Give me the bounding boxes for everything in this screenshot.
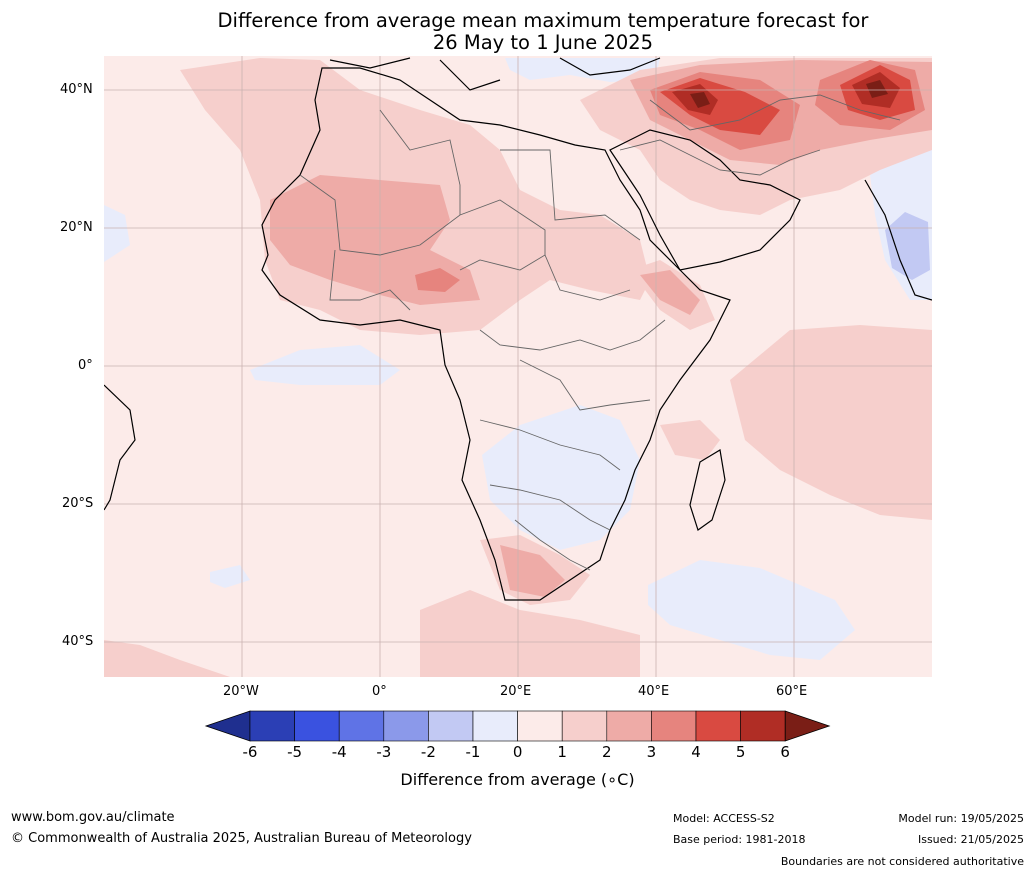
colorbar-title: Difference from average (∘C) <box>0 770 1035 789</box>
warm-region-southern-ocean <box>420 590 640 677</box>
footer-copyright: © Commonwealth of Australia 2025, Austra… <box>11 831 472 846</box>
colorbar-segment <box>695 710 741 742</box>
colorbar-tick-label: 3 <box>646 743 657 761</box>
coastlines <box>104 57 932 601</box>
hot-region-mali <box>415 268 460 292</box>
colorbar-tick-label: 0 <box>512 743 523 761</box>
colorbar-tick-label: -6 <box>242 743 258 761</box>
colorbar-segment <box>428 710 474 742</box>
africa-coastline <box>261 67 731 601</box>
extreme-core-iraq <box>690 92 710 108</box>
lat-label-40n: 40°N <box>60 82 93 97</box>
warm-region-namibia <box>500 545 565 597</box>
cool-region-gulf-guinea <box>250 345 400 385</box>
cool-region-south-indian-ocean <box>648 560 855 660</box>
title-line-1: Difference from average mean maximum tem… <box>217 9 869 32</box>
colorbar-tick-label: -5 <box>287 743 303 761</box>
colorbar-segment <box>338 710 385 742</box>
country-borders <box>299 94 901 571</box>
colorbar-segments <box>204 710 831 742</box>
warm-region-southwest <box>104 640 230 677</box>
colorbar-extend-high <box>784 710 831 742</box>
footer-disclaimer: Boundaries are not considered authoritat… <box>780 855 1024 868</box>
colorbar-tick-label: 1 <box>557 743 567 761</box>
cool-region-southern-africa <box>482 405 640 550</box>
lat-label-20s: 20°S <box>62 496 94 511</box>
india-coastline <box>864 179 932 301</box>
madagascar-coastline <box>689 449 726 531</box>
footer-base-period: Base period: 1981-2018 <box>673 833 806 846</box>
lat-label-0: 0° <box>78 358 93 373</box>
lon-label-60e: 60°E <box>776 684 808 699</box>
colorbar-segment <box>606 710 652 742</box>
colorbar-segment <box>249 710 295 742</box>
colorbar-tick-label: 2 <box>602 743 612 761</box>
warm-region-east-africa-coast <box>660 420 720 460</box>
title-line-2: 26 May to 1 June 2025 <box>432 31 654 54</box>
colorbar-segment <box>740 710 786 742</box>
colorbar-tick-label: -1 <box>465 743 481 761</box>
lon-label-0: 0° <box>372 684 387 699</box>
colorbar-tick-label: -4 <box>331 743 347 761</box>
warm-region-east-indian-ocean <box>730 325 932 520</box>
graticule <box>104 56 932 677</box>
map-field <box>104 56 932 677</box>
colorbar-title-unit: ∘C) <box>607 770 635 789</box>
warm-region-ethiopia <box>640 270 700 315</box>
lat-label-20n: 20°N <box>60 220 93 235</box>
colorbar-segment <box>561 710 608 742</box>
footer-issued: Issued: 21/05/2025 <box>917 833 1024 846</box>
colorbar-tick-label: -3 <box>376 743 392 761</box>
colorbar-tick-label: 6 <box>780 743 790 761</box>
colorbar-tick-label: 5 <box>735 743 746 761</box>
europe-coastline <box>329 57 661 91</box>
colorbar-title-text: Difference from average ( <box>400 770 608 789</box>
cool-region-india-core <box>885 212 930 280</box>
lat-label-40s: 40°S <box>62 634 94 649</box>
cool-region-south-atlantic <box>210 565 250 588</box>
colorbar-segment <box>383 710 429 742</box>
footer-model: Model: ACCESS-S2 <box>673 812 775 825</box>
south-america-coastline <box>104 384 136 511</box>
extreme-core-afghanistan <box>866 80 888 98</box>
colorbar-extend-low <box>204 710 251 742</box>
lon-label-40e: 40°E <box>638 684 670 699</box>
map-title: Difference from average mean maximum tem… <box>100 10 986 54</box>
footer-url[interactable]: www.bom.gov.au/climate <box>11 810 175 825</box>
colorbar-segment <box>294 710 340 742</box>
cool-region-mediterranean <box>505 58 660 82</box>
cool-region-atlantic-west <box>104 205 130 262</box>
footer-model-run: Model run: 19/05/2025 <box>898 812 1024 825</box>
colorbar-tick-label: 4 <box>691 743 701 761</box>
lon-label-20e: 20°E <box>500 684 532 699</box>
colorbar-segment <box>651 710 697 742</box>
colorbar-tick-label: -2 <box>420 743 436 761</box>
colorbar-segment <box>472 710 518 742</box>
lon-label-20w: 20°W <box>223 684 259 699</box>
arabia-coastline <box>609 129 801 271</box>
colorbar-segment <box>517 710 563 742</box>
